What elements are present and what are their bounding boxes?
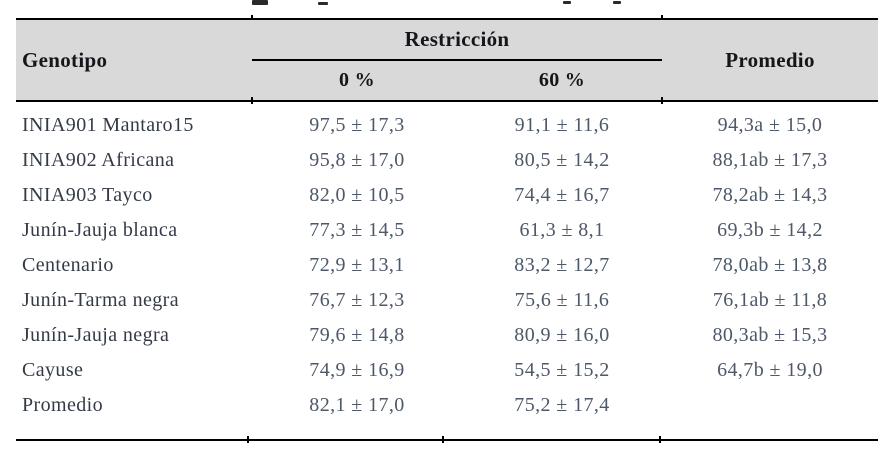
- clipped-text-fragment: [252, 0, 268, 5]
- value-cell-0-percent: 72,9 ± 13,1: [309, 254, 405, 276]
- clipped-text-fragment: [613, 1, 621, 4]
- genotype-cell: Cayuse: [22, 359, 84, 381]
- restriccion-underline: [252, 59, 662, 61]
- value-cell-60-percent: 74,4 ± 16,7: [514, 184, 610, 206]
- genotype-cell: Centenario: [22, 254, 114, 276]
- table-bottom-border: [16, 436, 878, 443]
- table-row: INIA902 Africana 95,8 ± 17,0 80,5 ± 14,2 88…: [16, 143, 878, 178]
- value-cell-60-percent: 83,2 ± 12,7: [514, 254, 610, 276]
- value-cell-0-percent: 95,8 ± 17,0: [309, 149, 405, 171]
- results-table: Genotipo Restricción 0 % 60 % Promedio I…: [16, 15, 878, 443]
- promedio-cell: 78,2ab ± 14,3: [712, 184, 828, 206]
- table-row: Centenario 72,9 ± 13,1 83,2 ± 12,7 78,0ab ±…: [16, 248, 878, 283]
- table-row: Promedio 82,1 ± 17,0 75,2 ± 17,4: [16, 388, 878, 423]
- genotype-cell: Junín-Jauja blanca: [22, 219, 178, 241]
- table-row: Junín-Jauja negra 79,6 ± 14,8 80,9 ± 16,0 8…: [16, 318, 878, 353]
- promedio-cell: 69,3b ± 14,2: [717, 219, 823, 241]
- genotype-cell: INIA902 Africana: [22, 149, 175, 171]
- table-top-border: [16, 15, 878, 22]
- header-restriccion-group: Restricción 0 % 60 %: [252, 20, 662, 100]
- header-bottom-border: [16, 97, 878, 104]
- table-row: INIA903 Tayco 82,0 ± 10,5 74,4 ± 16,7 78,2a…: [16, 178, 878, 213]
- promedio-cell: 76,1ab ± 11,8: [712, 289, 828, 311]
- clipped-text-fragment: [563, 1, 571, 4]
- genotype-cell: INIA901 Mantaro15: [22, 114, 194, 136]
- value-cell-0-percent: 82,0 ± 10,5: [309, 184, 405, 206]
- value-cell-0-percent: 97,5 ± 17,3: [309, 114, 405, 136]
- column-tick: [659, 436, 661, 443]
- column-tick: [442, 436, 444, 443]
- value-cell-0-percent: 79,6 ± 14,8: [309, 324, 405, 346]
- promedio-cell: 88,1ab ± 17,3: [712, 149, 828, 171]
- genotype-cell: Junín-Tarma negra: [22, 289, 180, 311]
- column-tick: [247, 436, 249, 443]
- clipped-text-fragment: [318, 2, 328, 5]
- value-cell-60-percent: 75,2 ± 17,4: [514, 394, 610, 416]
- table-row: Cayuse 74,9 ± 16,9 54,5 ± 15,2 64,7b ± 19,0: [16, 353, 878, 388]
- value-cell-60-percent: 80,5 ± 14,2: [514, 149, 610, 171]
- genotype-cell: INIA903 Tayco: [22, 184, 153, 206]
- column-tick: [251, 15, 253, 22]
- column-tick: [251, 97, 253, 104]
- value-cell-0-percent: 77,3 ± 14,5: [309, 219, 405, 241]
- value-cell-0-percent: 74,9 ± 16,9: [309, 359, 405, 381]
- header-0-percent: 0 %: [339, 69, 375, 91]
- value-cell-60-percent: 54,5 ± 15,2: [514, 359, 610, 381]
- table-row: Junín-Jauja blanca 77,3 ± 14,5 61,3 ± 8,1 6…: [16, 213, 878, 248]
- header-genotipo: Genotipo: [22, 47, 108, 72]
- value-cell-0-percent: 76,7 ± 12,3: [309, 289, 405, 311]
- promedio-cell: 64,7b ± 19,0: [717, 359, 823, 381]
- restriccion-subheader-row: 0 % 60 %: [252, 61, 662, 100]
- header-restriccion: Restricción: [404, 27, 510, 51]
- header-60-percent: 60 %: [538, 69, 586, 91]
- table-row: Junín-Tarma negra 76,7 ± 12,3 75,6 ± 11,6 7…: [16, 283, 878, 318]
- value-cell-60-percent: 91,1 ± 11,6: [514, 114, 610, 136]
- column-tick: [661, 15, 663, 22]
- genotype-cell: Junín-Jauja negra: [22, 324, 170, 346]
- value-cell-60-percent: 80,9 ± 16,0: [514, 324, 610, 346]
- table-body: INIA901 Mantaro15 97,5 ± 17,3 91,1 ± 11,6 9…: [16, 102, 878, 439]
- value-cell-60-percent: 61,3 ± 8,1: [519, 219, 605, 241]
- column-tick: [661, 97, 663, 104]
- promedio-cell: 80,3ab ± 15,3: [712, 324, 828, 346]
- value-cell-60-percent: 75,6 ± 11,6: [514, 289, 610, 311]
- promedio-cell: 78,0ab ± 13,8: [712, 254, 828, 276]
- table-row: INIA901 Mantaro15 97,5 ± 17,3 91,1 ± 11,6 9…: [16, 108, 878, 143]
- genotype-cell: Promedio: [22, 394, 103, 416]
- table-header: Genotipo Restricción 0 % 60 % Promedio: [16, 20, 878, 100]
- value-cell-0-percent: 82,1 ± 17,0: [309, 394, 405, 416]
- header-promedio: Promedio: [725, 47, 815, 72]
- promedio-cell: 94,3a ± 15,0: [717, 114, 823, 136]
